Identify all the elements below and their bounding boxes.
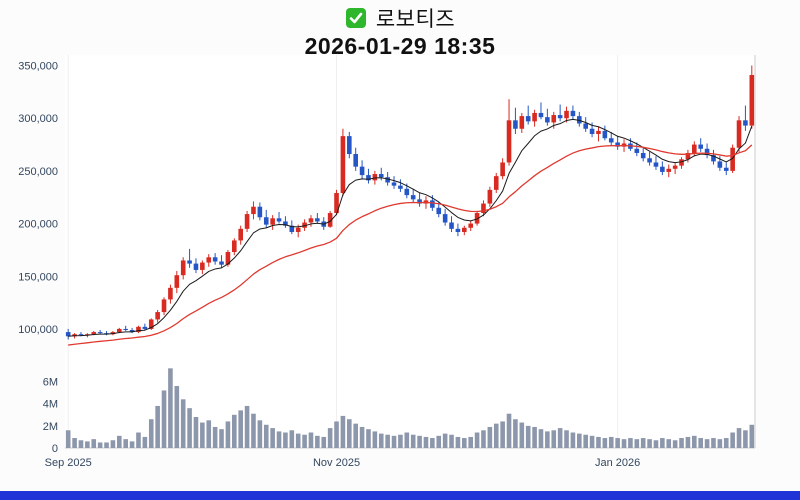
svg-text:2M: 2M (43, 421, 58, 433)
svg-text:250,000: 250,000 (18, 166, 58, 178)
svg-text:350,000: 350,000 (18, 61, 58, 73)
bottom-strip (0, 491, 800, 500)
title-row: 로보티즈 (0, 0, 800, 31)
svg-text:4M: 4M (43, 399, 58, 411)
svg-text:Jan 2026: Jan 2026 (595, 457, 640, 469)
stock-title: 로보티즈 (375, 8, 456, 31)
svg-text:100,000: 100,000 (18, 324, 58, 336)
svg-text:300,000: 300,000 (18, 113, 58, 125)
svg-text:200,000: 200,000 (18, 219, 58, 231)
svg-text:6M: 6M (43, 377, 58, 389)
svg-text:Sep 2025: Sep 2025 (45, 457, 92, 469)
svg-text:150,000: 150,000 (18, 271, 58, 283)
datetime-label: 2026-01-29 18:35 (304, 33, 496, 59)
chart-header: 로보티즈 2026-01-29 18:35 (0, 0, 800, 60)
svg-text:0: 0 (52, 443, 58, 455)
svg-text:Nov 2025: Nov 2025 (313, 457, 360, 469)
green-checkbox-icon (345, 7, 367, 29)
